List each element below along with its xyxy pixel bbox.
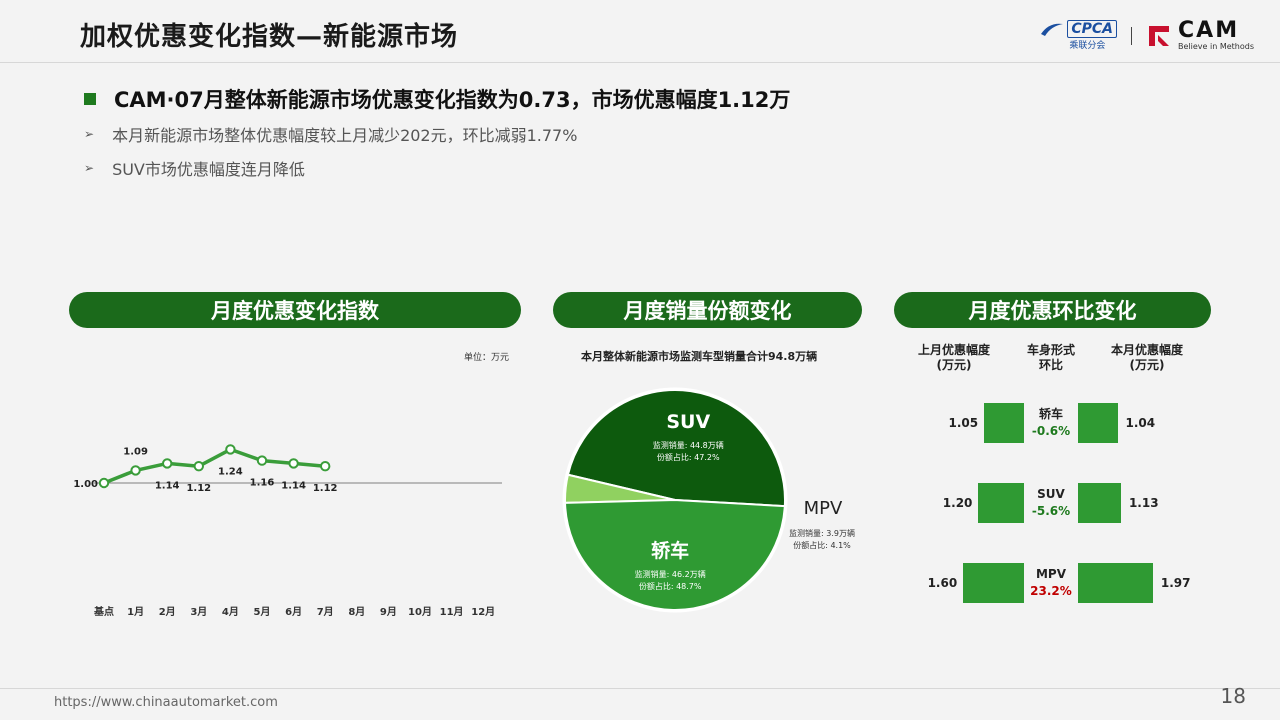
mom-comparison-chart: 上月优惠幅度 (万元) 车身形式 环比 本月优惠幅度 (万元) 1.05 1.04 轿车 -0.6…	[894, 335, 1214, 635]
curr-discount-value: 1.13	[1128, 496, 1159, 510]
page-title: 加权优惠变化指数—新能源市场	[80, 22, 459, 52]
cam-mark-icon	[1149, 25, 1170, 46]
curr-discount-bar	[1078, 403, 1118, 443]
x-tick-label: 基点	[93, 605, 114, 618]
x-tick-label: 2月	[159, 606, 176, 618]
header-curr-discount-line: (万元)	[1129, 358, 1165, 372]
pie-label-name: MPV	[804, 498, 843, 519]
logo-divider	[1131, 26, 1133, 45]
line-point	[256, 455, 268, 466]
header-body-type-line: 环比	[1038, 358, 1063, 372]
bullet-text: 本月新能源市场整体优惠幅度较上月减少202元，环比减弱1.77%	[112, 126, 578, 145]
body-type-label: SUV	[1037, 487, 1065, 501]
pie-label-volume: 监测销量: 3.9万辆	[789, 528, 855, 538]
arrow-bullet-icon: ➢	[84, 161, 95, 175]
line-point	[193, 461, 205, 472]
headline-square-icon	[84, 93, 96, 105]
index-section-title: 月度优惠变化指数	[69, 292, 521, 328]
headline: CAM·07月整体新能源市场优惠变化指数为0.73，市场优惠幅度1.12万	[84, 84, 790, 114]
line-data-label: 1.12	[186, 483, 211, 494]
cpca-logo-subtitle: 乘联分会	[1069, 41, 1106, 51]
line-point	[320, 461, 331, 472]
cam-logo-text: CAM	[1178, 18, 1240, 43]
line-data-label: 1.14	[155, 480, 180, 491]
header-curr-discount: 本月优惠幅度 (万元)	[1102, 343, 1192, 373]
bullet-item: ➢ 本月新能源市场整体优惠幅度较上月减少202元，环比减弱1.77%	[84, 122, 577, 146]
x-tick-label: 4月	[222, 606, 239, 618]
prev-discount-value: 1.20	[942, 496, 973, 510]
arrow-bullet-icon: ➢	[84, 127, 95, 141]
mom-section-title: 月度优惠环比变化	[894, 292, 1211, 328]
line-data-label: 1.24	[218, 466, 243, 477]
line-point	[162, 458, 173, 469]
header-prev-discount: 上月优惠幅度 (万元)	[909, 343, 999, 373]
line-data-label: 1.14	[281, 480, 306, 491]
x-tick-label: 11月	[440, 606, 464, 618]
index-line-series	[103, 447, 326, 485]
bullet-text: SUV市场优惠幅度连月降低	[112, 160, 305, 179]
body-type-label: 轿车	[1038, 407, 1063, 421]
pie-label-share: 份额占比: 4.1%	[793, 540, 851, 550]
cam-logo: CAM Believe in Methods	[1146, 20, 1254, 51]
title-divider	[0, 62, 1280, 63]
curr-discount-value: 1.97	[1160, 576, 1191, 590]
x-tick-label: 6月	[285, 606, 302, 618]
prev-discount-value: 1.60	[927, 576, 958, 590]
cpca-logo-text: CPCA	[1067, 20, 1118, 38]
line-point	[225, 444, 236, 455]
prev-discount-bar	[984, 403, 1024, 443]
logo-group: CPCA 乘联分会 CAM Believe in Methods	[1039, 20, 1254, 51]
index-line-chart: 1.00 1.09 1.14 1.12 1.24 1.16 1.14 1.12 基点 1月 2月 3月…	[73, 444, 502, 618]
x-tick-label: 8月	[348, 606, 365, 618]
x-tick-label: 9月	[380, 606, 397, 618]
line-point	[98, 477, 110, 489]
pie-label-name: 轿车	[651, 539, 689, 562]
line-data-label: 1.12	[313, 483, 338, 494]
pie-note: 本月整体新能源市场监测车型销量合计94.8万辆	[581, 350, 818, 363]
prev-discount-bar	[978, 483, 1024, 523]
pie-outline	[562, 387, 788, 613]
x-tick-label: 5月	[254, 606, 271, 618]
line-data-label: 1.00	[73, 479, 98, 490]
share-section-title: 月度销量份额变化	[553, 292, 862, 328]
cam-logo-slogan: Believe in Methods	[1178, 42, 1254, 51]
body-type-label: MPV	[1035, 567, 1067, 581]
pie-label-share: 份额占比: 48.7%	[639, 581, 702, 591]
header-prev-discount-line: 上月优惠幅度	[917, 343, 990, 357]
mom-change-value: 23.2%	[1030, 584, 1072, 598]
header-prev-discount-line: (万元)	[936, 358, 972, 372]
curr-discount-value: 1.04	[1125, 416, 1156, 430]
x-tick-label: 1月	[127, 606, 144, 618]
pie-label-share: 份额占比: 47.2%	[657, 452, 720, 462]
x-tick-label: 7月	[317, 606, 334, 618]
prev-discount-bar	[963, 563, 1024, 603]
pie-label-volume: 监测销量: 46.2万辆	[635, 569, 706, 579]
cpca-logo: CPCA 乘联分会	[1039, 20, 1118, 51]
headline-text: CAM·07月整体新能源市场优惠变化指数为0.73，市场优惠幅度1.12万	[114, 88, 791, 112]
mom-change-value: -0.6%	[1031, 424, 1071, 438]
line-data-label: 1.09	[123, 446, 148, 457]
cpca-swoosh-icon	[1041, 23, 1064, 36]
footer-url: https://www.chinaautomarket.com	[54, 695, 278, 710]
x-tick-label: 12月	[471, 606, 495, 618]
x-tick-label: 3月	[190, 606, 207, 618]
line-point	[130, 465, 141, 476]
page-number: 18	[1220, 684, 1246, 708]
footer-divider	[0, 688, 1280, 689]
header-curr-discount-line: 本月优惠幅度	[1110, 343, 1183, 357]
header-body-type-line: 车身形式	[1026, 343, 1075, 357]
line-data-label: 1.16	[250, 478, 275, 489]
pie-label-volume: 监测销量: 44.8万辆	[653, 440, 724, 450]
unit-note: 单位：万元	[464, 353, 510, 363]
bullet-item: ➢ SUV市场优惠幅度连月降低	[84, 156, 305, 180]
pie-label-name: SUV	[666, 411, 710, 433]
curr-discount-bar	[1078, 483, 1121, 523]
x-tick-label: 10月	[408, 606, 432, 618]
prev-discount-value: 1.05	[948, 416, 979, 430]
header-body-type: 车身形式 环比	[1006, 343, 1096, 373]
mom-change-value: -5.6%	[1031, 504, 1071, 518]
line-point	[288, 458, 299, 469]
curr-discount-bar	[1078, 563, 1153, 603]
